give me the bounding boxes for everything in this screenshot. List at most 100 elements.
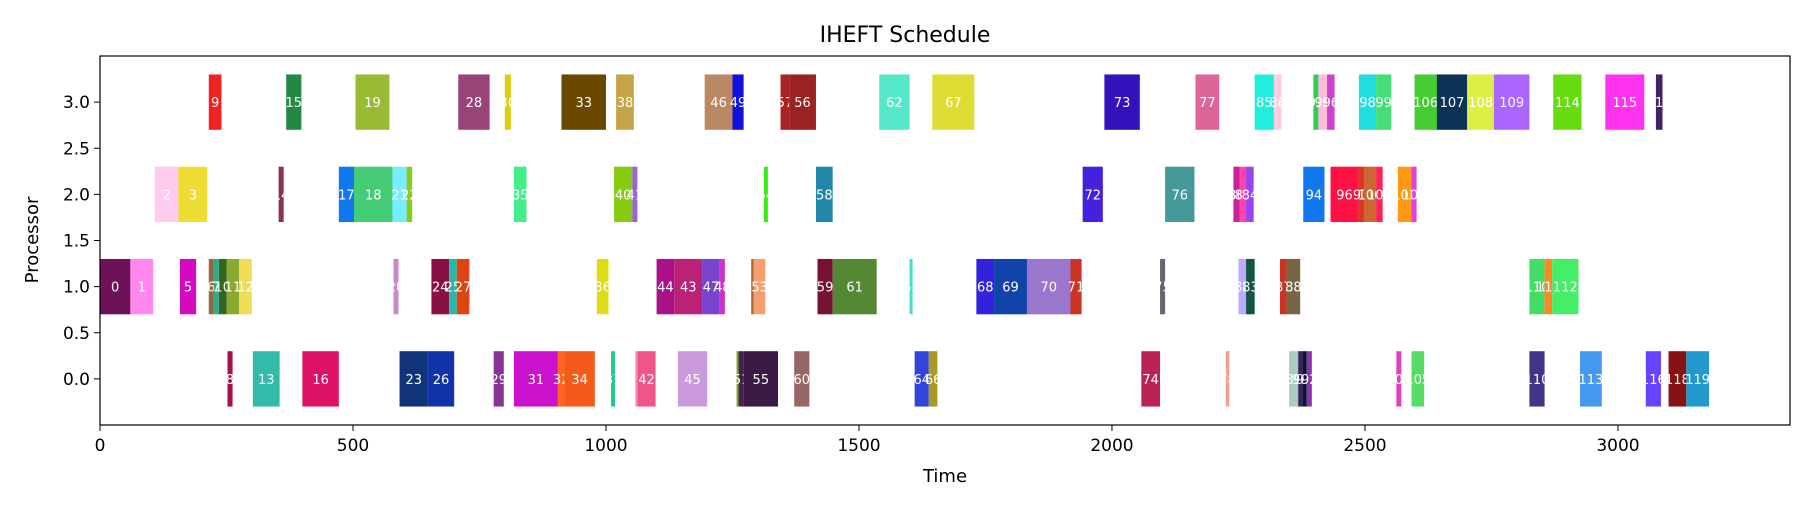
task-rect [1225,351,1230,407]
task-rect [1165,166,1195,223]
task-bar-73: 73 [1104,74,1140,130]
task-rect [732,74,744,130]
task-label: 110 [1525,373,1550,388]
task-label: 12 [237,281,254,296]
task-rect [1376,166,1383,223]
task-bar-85: 85 [1254,74,1274,130]
task-bar-29: 29 [490,351,507,407]
task-rect [449,258,457,315]
task-bar-74: 74 [1141,351,1161,407]
task-bar-103: 103 [1392,166,1417,223]
task-label: 14 [273,188,290,203]
y-tick-label: 2.5 [63,139,90,159]
task-bar-104: 104 [1402,166,1426,223]
task-rect [1330,166,1359,223]
task-label: 67 [945,96,962,111]
task-label: 13 [258,373,275,388]
x-tick-label: 2500 [1343,436,1386,456]
task-rect [493,351,504,407]
task-rect [564,351,595,407]
task-label: 109 [1499,96,1524,111]
task-rect [1544,258,1553,315]
task-rect [1233,166,1240,223]
task-bar-67: 67 [932,74,975,130]
task-bar-92: 92 [1301,351,1318,407]
task-rect [751,258,754,315]
task-bar-36: 36 [594,258,611,315]
task-label: 31 [528,373,545,388]
task-bar-84: 84 [1242,166,1258,223]
task-label: 107 [1440,96,1465,111]
task-rect [794,351,810,407]
task-bar-68: 68 [976,258,995,315]
task-rect [1414,74,1437,130]
task-rect [1289,351,1299,407]
task-bar-33: 33 [561,74,606,130]
task-label: 33 [575,96,592,111]
task-label: 44 [657,281,674,296]
task-bar-117: 117 [1647,74,1672,130]
task-bar-14: 14 [273,166,290,223]
task-rect [1239,166,1247,223]
task-rect [239,258,252,315]
task-label: 61 [846,281,863,296]
task-rect [1605,74,1645,130]
task-label: 63 [903,281,920,296]
task-label: 29 [490,373,507,388]
x-tick: 1000 [584,425,628,456]
task-bar-15: 15 [286,74,302,130]
task-rect [392,166,407,223]
task-bar-96: 96 [1330,166,1359,223]
x-axis-label: Time [922,466,967,487]
task-rect [1396,351,1402,407]
task-label: 28 [466,96,483,111]
task-rect [338,166,355,223]
task-rect [1318,74,1328,130]
task-label: 96 [1323,96,1340,111]
task-bar-28: 28 [458,74,490,130]
task-bar-57: 57 [777,74,793,130]
task-bar-5: 5 [179,258,197,315]
task-rect [635,351,638,407]
task-label: 56 [794,96,811,111]
task-label: 36 [594,281,611,296]
task-rect [780,74,790,130]
task-rect [1655,74,1663,130]
task-label: 34 [571,373,588,388]
task-bar-109: 109 [1493,74,1530,130]
task-rect [928,351,938,407]
task-label: 94 [1306,188,1323,203]
task-bar-69: 69 [994,258,1027,315]
task-rect [1358,166,1364,223]
task-label: 2 [162,188,170,203]
x-tick-label: 1500 [837,436,880,456]
task-rect [1082,166,1103,223]
task-rect [789,74,816,130]
task-bar-43: 43 [674,258,703,315]
task-label: 47 [703,281,720,296]
task-label: 22 [401,188,418,203]
task-label: 64 [913,373,930,388]
task-rect [399,351,428,407]
task-bar-101: 101 [1367,166,1392,223]
task-label: 26 [433,373,450,388]
task-bar-95: 95 [1314,74,1331,130]
task-rect [1070,258,1082,315]
task-label: 102 [1386,373,1411,388]
task-bar-115: 115 [1605,74,1645,130]
task-rect [1411,351,1425,407]
task-bar-17: 17 [338,166,355,223]
task-rect [1327,74,1335,130]
task-bar-48: 48 [714,258,731,315]
x-axis-ticks: 0 500 1000 1500 2000 2500 3000 [95,425,1640,456]
task-label: 113 [1578,373,1603,388]
task-rect [719,258,725,315]
task-bar-20: 20 [388,258,404,315]
y-tick: 3.0 [63,93,100,113]
task-bar-0: 0 [100,258,131,315]
task-label: 3 [189,188,197,203]
task-bar-75: 75 [1154,258,1171,315]
task-bar-53: 53 [751,258,768,315]
task-label: 0 [111,281,119,296]
task-rect [456,258,470,315]
